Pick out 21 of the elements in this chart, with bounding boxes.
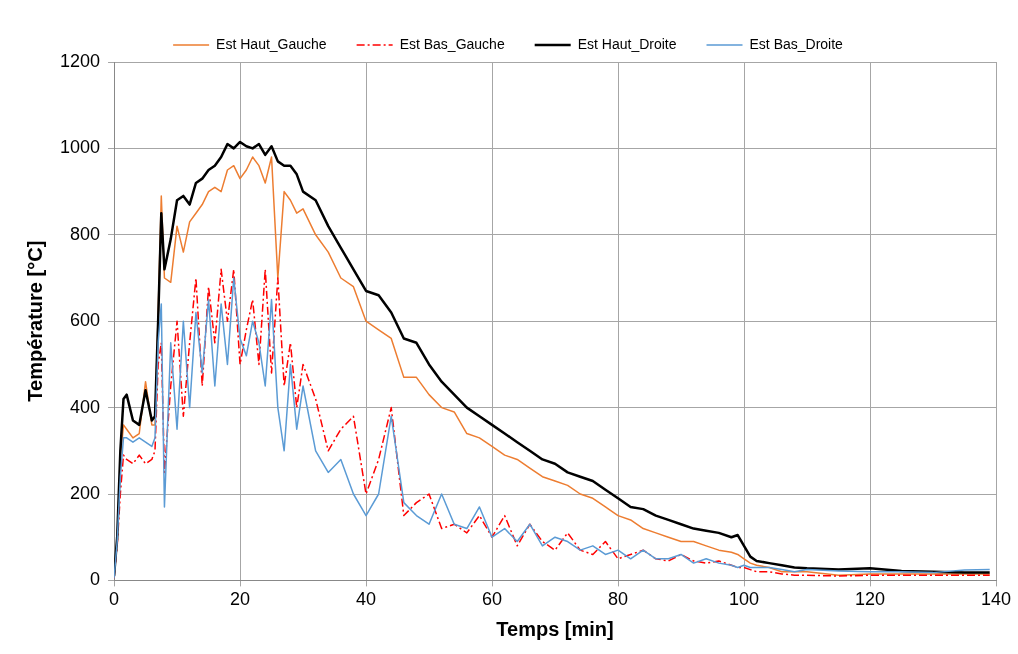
x-tick-label: 140 — [980, 589, 1012, 610]
legend-label: Est Haut_Gauche — [216, 35, 327, 52]
y-tick-label: 0 — [90, 569, 101, 590]
y-tick-label: 200 — [70, 482, 101, 503]
y-tick-label: 1200 — [60, 50, 101, 71]
y-tick-label: 800 — [70, 223, 101, 244]
x-tick-label: 0 — [109, 589, 120, 610]
x-tick-label: 120 — [854, 589, 886, 610]
y-tick-label: 400 — [70, 396, 101, 417]
y-axis-title: Température [°C] — [23, 240, 46, 402]
x-tick-label: 40 — [356, 589, 377, 610]
legend-label: Est Bas_Droite — [749, 35, 844, 52]
x-tick-label: 80 — [608, 589, 629, 610]
x-tick-label: 20 — [230, 589, 251, 610]
y-tick-label: 600 — [70, 310, 101, 331]
x-tick-label: 60 — [482, 589, 503, 610]
legend-label: Est Haut_Droite — [577, 35, 677, 52]
x-axis-title: Temps [min] — [496, 617, 614, 640]
y-tick-label: 1000 — [60, 137, 101, 158]
legend-label: Est Bas_Gauche — [399, 35, 505, 52]
x-tick-label: 100 — [728, 589, 760, 610]
